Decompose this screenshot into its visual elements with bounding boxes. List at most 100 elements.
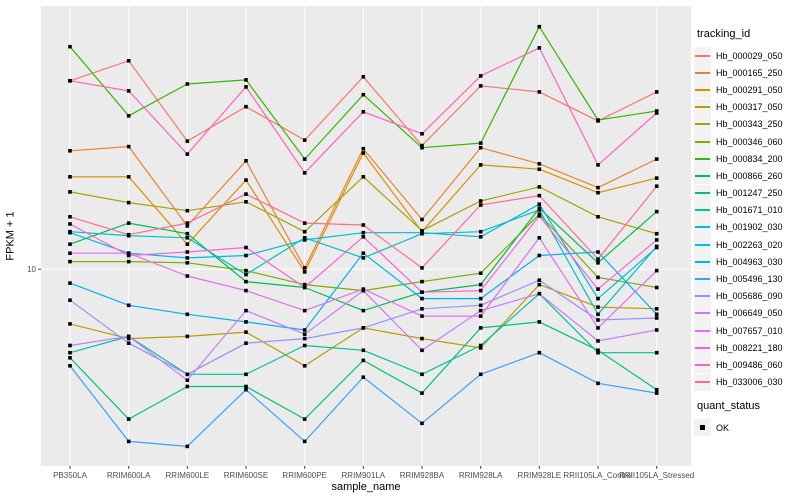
data-point xyxy=(596,163,600,167)
data-point xyxy=(420,336,424,341)
legend-item-label: OK xyxy=(716,422,730,433)
legend-item-label: Hb_001902_030 xyxy=(716,222,783,233)
data-point xyxy=(654,90,659,94)
data-point xyxy=(596,287,600,291)
data-point xyxy=(596,250,600,254)
data-point xyxy=(126,59,131,63)
data-point xyxy=(185,250,190,254)
legend-key-line-icon xyxy=(694,133,711,151)
data-point xyxy=(68,242,72,246)
data-point xyxy=(68,356,72,360)
data-point xyxy=(244,245,248,250)
data-point xyxy=(478,145,483,150)
x-tick-label: RRIM928LE xyxy=(518,471,562,480)
data-point xyxy=(68,222,72,226)
x-tick-label: RRIM600LE xyxy=(166,471,210,480)
data-point xyxy=(654,387,659,392)
data-point xyxy=(478,235,483,239)
legend-key-line-icon xyxy=(694,339,711,357)
data-point xyxy=(537,24,542,29)
data-point xyxy=(185,444,190,449)
legend-item-label: Hb_000346_060 xyxy=(716,136,783,147)
legend-item: Hb_000834_200 xyxy=(694,150,800,168)
data-point xyxy=(244,253,248,258)
data-point xyxy=(244,288,248,293)
data-point xyxy=(361,223,366,227)
data-point xyxy=(537,162,542,166)
data-point xyxy=(244,384,248,389)
legend-item-label: Hb_001247_250 xyxy=(716,188,783,199)
data-point xyxy=(654,231,659,236)
legend-item-label: Hb_008221_180 xyxy=(716,342,783,353)
data-point xyxy=(68,190,72,194)
data-point xyxy=(537,282,542,287)
legend-item: Hb_000029_050 xyxy=(694,47,800,65)
data-point xyxy=(654,245,659,250)
data-point xyxy=(244,78,248,82)
legend-item-label: Hb_009486_060 xyxy=(716,359,783,370)
x-tick-label: RRII105LA_Stressed xyxy=(619,471,694,480)
data-point xyxy=(478,271,483,275)
data-point xyxy=(654,209,659,214)
data-point xyxy=(420,314,424,318)
legend-item: Hb_002263_020 xyxy=(694,236,800,254)
data-point xyxy=(654,238,659,242)
data-point xyxy=(478,229,483,234)
data-point xyxy=(185,334,190,339)
data-point xyxy=(537,208,542,212)
data-point xyxy=(185,221,190,225)
legend-item: Hb_001247_250 xyxy=(694,184,800,202)
data-point xyxy=(185,261,190,265)
data-point xyxy=(244,341,248,345)
data-point xyxy=(185,256,190,260)
data-point xyxy=(478,296,483,301)
legend-key-line-icon xyxy=(694,356,711,374)
data-point xyxy=(302,308,307,313)
data-point xyxy=(654,109,659,113)
data-point xyxy=(68,364,72,368)
data-point xyxy=(420,217,424,222)
legend-key-line-icon xyxy=(694,115,711,133)
data-point xyxy=(537,214,542,218)
x-tick-label: RRIM928BA xyxy=(400,471,445,480)
data-point xyxy=(537,46,542,50)
data-point xyxy=(537,291,542,296)
data-point xyxy=(361,308,366,313)
data-point xyxy=(185,82,190,86)
data-point xyxy=(185,236,190,240)
legend-item-label: Hb_004963_030 xyxy=(716,256,783,267)
legend-tracking-id: tracking_id Hb_000029_050 Hb_000165_250 Hb… xyxy=(694,28,800,391)
data-point xyxy=(537,320,542,324)
data-point xyxy=(420,307,424,311)
data-point xyxy=(126,144,131,149)
data-point xyxy=(126,232,131,237)
legend-key-line-icon xyxy=(694,81,711,99)
legend-item: Hb_001671_010 xyxy=(694,201,800,219)
data-point xyxy=(302,221,307,225)
legend-item: Hb_000866_260 xyxy=(694,167,800,185)
data-point xyxy=(185,139,190,143)
data-point xyxy=(302,417,307,421)
legend-item: Hb_005686_090 xyxy=(694,287,800,305)
legend-tracking-id-title: tracking_id xyxy=(697,28,751,40)
data-point xyxy=(596,257,600,261)
data-point xyxy=(185,231,190,236)
data-point xyxy=(244,178,248,182)
legend-key-line-icon xyxy=(694,236,711,254)
legend-key-line-icon xyxy=(694,304,711,322)
data-point xyxy=(537,167,542,171)
quant-status-key xyxy=(694,419,711,437)
data-point xyxy=(420,279,424,284)
data-point xyxy=(537,202,542,206)
legend-tracking-id-items: Hb_000029_050 Hb_000165_250 Hb_000291_050 H… xyxy=(694,47,800,391)
data-point xyxy=(302,266,307,270)
data-point xyxy=(478,288,483,293)
data-point xyxy=(302,270,307,274)
data-point xyxy=(302,364,307,368)
data-point xyxy=(596,305,600,309)
legend-item-label: Hb_000834_200 xyxy=(716,153,783,164)
legend-item-label: Hb_005496_130 xyxy=(716,274,783,285)
data-point xyxy=(126,175,131,179)
data-point xyxy=(478,303,483,308)
legend-item: Hb_000165_250 xyxy=(694,64,800,82)
